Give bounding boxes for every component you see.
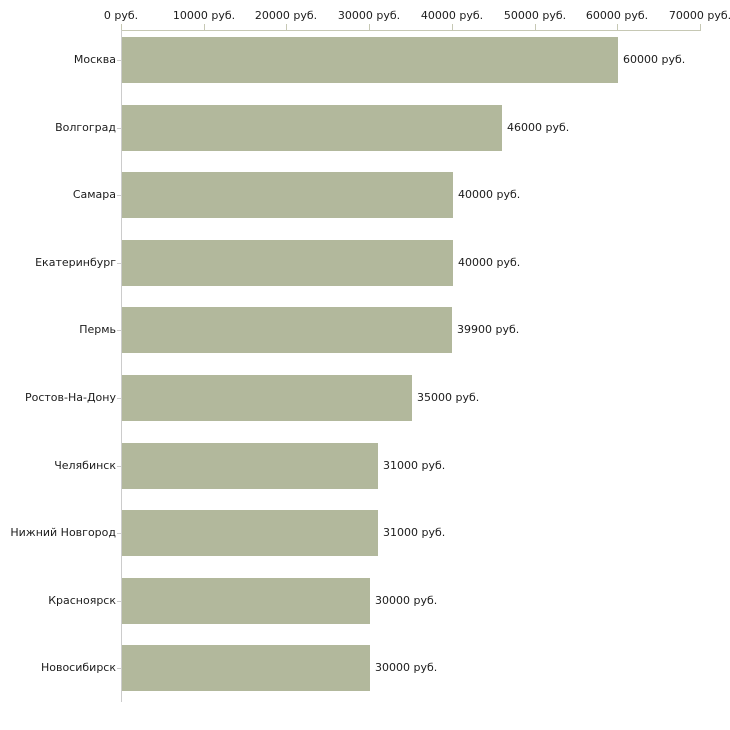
bar — [122, 578, 370, 624]
category-label: Самара — [72, 188, 116, 201]
y-axis-tick — [117, 60, 121, 61]
x-axis-tick — [286, 24, 287, 31]
x-axis-tick — [617, 24, 618, 31]
value-label: 60000 руб. — [623, 53, 686, 66]
y-axis-tick — [117, 195, 121, 196]
y-axis-tick — [117, 668, 121, 669]
x-axis-line — [121, 30, 701, 31]
value-label: 35000 руб. — [417, 391, 480, 404]
x-axis-label: 70000 руб. — [668, 9, 730, 22]
category-label: Новосибирск — [40, 661, 116, 674]
x-axis-label: 20000 руб. — [254, 9, 318, 22]
y-axis-line — [121, 30, 122, 702]
y-axis-tick — [117, 398, 121, 399]
x-axis-tick — [535, 24, 536, 31]
category-label: Пермь — [79, 323, 116, 336]
value-label: 30000 руб. — [375, 594, 438, 607]
y-axis-tick — [117, 330, 121, 331]
bar — [122, 510, 378, 556]
value-label: 40000 руб. — [458, 256, 521, 269]
x-axis-tick — [121, 24, 122, 31]
value-label: 39900 руб. — [457, 323, 520, 336]
category-label: Ростов-На-Дону — [24, 391, 116, 404]
x-axis-label: 40000 руб. — [420, 9, 484, 22]
category-label: Москва — [73, 53, 116, 66]
x-axis-tick — [700, 24, 701, 31]
y-axis-tick — [117, 533, 121, 534]
value-label: 40000 руб. — [458, 188, 521, 201]
y-axis-tick — [117, 466, 121, 467]
bar — [122, 307, 452, 353]
y-axis-tick — [117, 601, 121, 602]
value-label: 30000 руб. — [375, 661, 438, 674]
y-axis-tick — [117, 263, 121, 264]
bar — [122, 443, 378, 489]
x-axis-label: 60000 руб. — [585, 9, 649, 22]
category-label: Екатеринбург — [35, 256, 116, 269]
bar — [122, 240, 453, 286]
x-axis-tick — [452, 24, 453, 31]
category-label: Челябинск — [54, 459, 116, 472]
x-axis-tick — [204, 24, 205, 31]
value-label: 46000 руб. — [507, 121, 570, 134]
category-label: Нижний Новгород — [10, 526, 116, 539]
category-label: Волгоград — [55, 121, 116, 134]
value-label: 31000 руб. — [383, 526, 446, 539]
x-axis-label: 10000 руб. — [172, 9, 236, 22]
x-axis-tick — [369, 24, 370, 31]
bar — [122, 172, 453, 218]
bar — [122, 375, 412, 421]
bar — [122, 645, 370, 691]
category-label: Красноярск — [48, 594, 116, 607]
bar — [122, 105, 502, 151]
x-axis-label: 30000 руб. — [337, 9, 401, 22]
x-axis-label: 0 руб. — [103, 9, 139, 22]
value-label: 31000 руб. — [383, 459, 446, 472]
x-axis-label: 50000 руб. — [503, 9, 567, 22]
bar — [122, 37, 618, 83]
y-axis-tick — [117, 128, 121, 129]
